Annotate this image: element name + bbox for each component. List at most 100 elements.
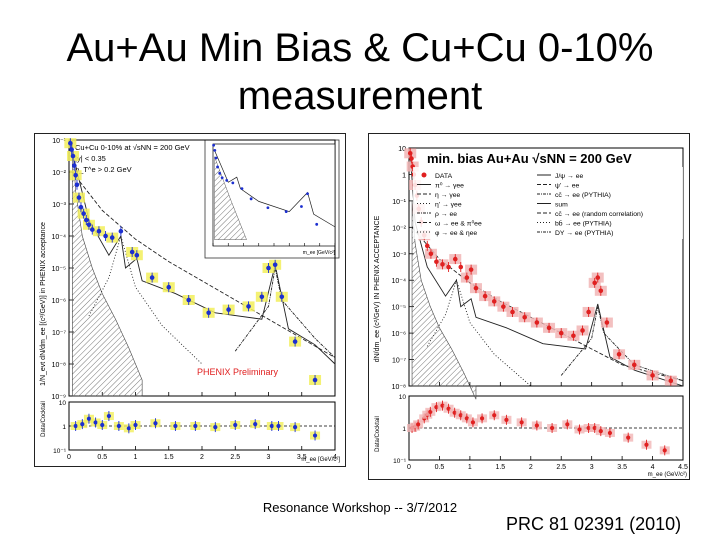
data-point (72, 163, 77, 168)
y-tick-label: 1 (402, 172, 406, 179)
y-tick-label: 10⁻⁵ (52, 266, 66, 273)
x-tick-label: 3.5 (617, 464, 627, 471)
ratio-point (479, 416, 485, 421)
data-point (595, 275, 601, 280)
ratio-point (253, 421, 258, 427)
cucu-legend-line2: |y| < 0.35 (75, 154, 106, 163)
legend-marker (421, 172, 427, 178)
y-tick-label: 10⁻⁷ (52, 330, 66, 337)
ratio-point (293, 424, 298, 430)
x-tick-label: 1 (134, 454, 138, 461)
data-point (103, 233, 108, 239)
y-tick-label: 10⁻⁷ (392, 358, 406, 365)
ratio-point (519, 420, 524, 425)
legend-label: cc̄ → ee (PYTHIA) (555, 192, 611, 199)
x-tick-label: 2 (200, 454, 204, 461)
ratio-point (434, 404, 439, 410)
data-point (458, 264, 464, 270)
cucu-chart-panel: 1/N_evt dN/dm_ee [(c²/GeV)] in PHENIX ac… (34, 133, 346, 467)
cucu-ylabel: 1/N_evt dN/dm_ee [(c²/GeV)] in PHENIX ac… (40, 222, 47, 386)
slide-title: Au+Au Min Bias & Cu+Cu 0-10% measurement (0, 24, 720, 120)
ratio-point (592, 425, 597, 431)
inset-data-point (284, 210, 288, 213)
x-tick-label: 0 (407, 464, 411, 471)
data-point (226, 307, 231, 312)
inset-data-point (249, 197, 253, 201)
data-point (428, 251, 434, 257)
ratio-point (312, 433, 318, 438)
ratio-point (269, 423, 274, 429)
ratio-point (464, 416, 469, 421)
data-point (129, 249, 135, 255)
ratio-point (86, 416, 92, 421)
data-point (468, 267, 474, 272)
inset-data-point (266, 206, 270, 210)
y-tick-label: 10⁻² (52, 170, 66, 177)
ratio-point (233, 422, 238, 428)
x-tick-label: 2.5 (556, 464, 566, 471)
legend-label: ψ' → ee (555, 183, 579, 190)
data-point (86, 222, 92, 228)
data-point (292, 339, 298, 344)
cucu-legend-line3: p_T^e > 0.2 GeV (75, 165, 132, 174)
y-tick-label: 10⁻⁸ (392, 384, 406, 391)
ratio-point (549, 425, 555, 431)
ratio-point (577, 427, 582, 432)
ratio-point (126, 426, 131, 431)
y-tick-label: 10⁻⁸ (52, 362, 66, 369)
cocktail-curve (71, 171, 336, 358)
x-tick-label: 0 (67, 454, 71, 461)
ratio-point (93, 420, 98, 425)
data-point (604, 320, 610, 325)
ratio-point (416, 422, 421, 427)
data-point (546, 325, 552, 331)
data-point (134, 252, 140, 258)
ratio-point (607, 430, 613, 436)
data-point (76, 195, 82, 200)
cucu-legend-line1: Cu+Cu 0-10% at √sNN = 200 GeV (75, 143, 190, 152)
x-tick-label: 3 (590, 464, 594, 471)
data-point (259, 294, 265, 300)
data-point (118, 228, 124, 234)
inset-cocktail-curve (214, 150, 336, 228)
data-point (186, 297, 191, 303)
y-tick-label: 10⁻⁵ (392, 305, 406, 312)
ratio-point (173, 423, 178, 429)
data-point (598, 288, 604, 294)
ratio-point (193, 423, 198, 429)
cocktail-curve (234, 267, 336, 358)
legend-label: π⁰ → γee (435, 182, 464, 190)
slide-title-line2: measurement (237, 74, 483, 118)
y-tick-label: 10⁻³ (52, 202, 66, 209)
ratio-point (644, 442, 649, 447)
ratio-tick-label: 10⁻¹ (53, 448, 67, 455)
y-tick-label: 10⁻² (392, 225, 406, 232)
auau-chart-panel: dN/dm_ee (c²/GeV) IN PHENIX ACCEPTANCE D… (368, 133, 690, 480)
x-tick-label: 0.5 (97, 454, 107, 461)
data-point (149, 275, 155, 280)
data-point (424, 243, 430, 249)
inset-data-point (213, 148, 217, 152)
ratio-point (446, 406, 451, 411)
ratio-point (73, 423, 78, 429)
legend-label: DATA (435, 173, 453, 180)
ratio-point (116, 423, 121, 429)
data-point (446, 264, 451, 270)
inset-data-point (220, 176, 224, 180)
data-point (312, 377, 318, 383)
x-tick-label: 0.5 (435, 464, 445, 471)
x-tick-label: 1.5 (495, 464, 505, 471)
auau-xlabel: m_ee (GeV/c²) (648, 472, 687, 478)
data-point (70, 153, 76, 159)
x-tick-label: 2 (529, 464, 533, 471)
y-tick-label: 10⁻¹ (392, 199, 406, 206)
data-point (74, 182, 80, 188)
legend-label: bb̄ → ee (PYTHIA) (555, 219, 612, 227)
ratio-point (153, 421, 158, 426)
data-point (510, 309, 515, 315)
data-point (69, 147, 74, 152)
data-point (473, 285, 479, 291)
cucu-inset-xlabel: m_ee [GeV/c²] (303, 250, 336, 256)
ratio-point (565, 422, 570, 427)
inset-data-point (225, 178, 229, 182)
